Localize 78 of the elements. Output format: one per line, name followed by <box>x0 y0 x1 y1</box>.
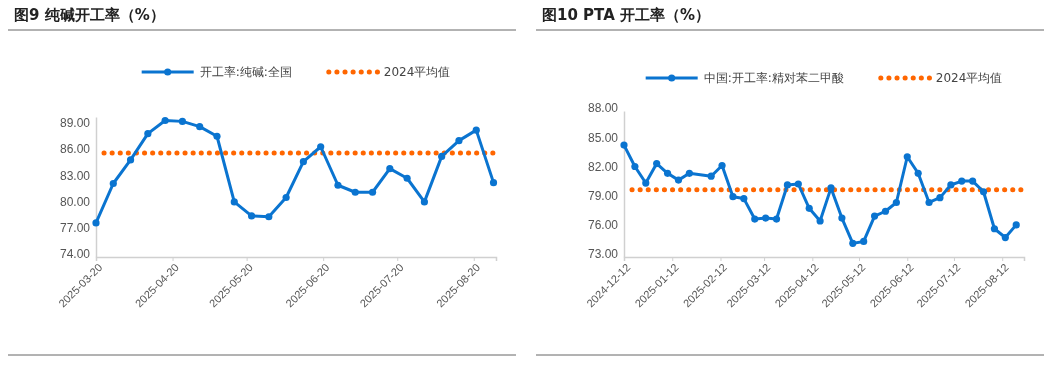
legend-label: 中国:开工率:精对苯二甲酸 <box>703 71 844 85</box>
point <box>762 214 770 222</box>
point <box>827 184 835 192</box>
y-tick-label: 85.00 <box>587 130 619 145</box>
point <box>230 198 238 206</box>
point <box>144 130 152 138</box>
point <box>161 116 169 125</box>
legend-label: 开工率:纯碱:全国 <box>199 65 292 79</box>
point <box>438 152 446 160</box>
point <box>317 143 325 151</box>
point <box>642 179 650 187</box>
point <box>265 213 273 221</box>
point <box>936 194 944 202</box>
point <box>979 188 988 196</box>
point <box>947 181 955 189</box>
point <box>663 169 672 177</box>
point <box>92 219 100 227</box>
point <box>109 179 117 188</box>
point <box>685 169 693 177</box>
point <box>892 198 900 207</box>
y-tick-label: 82.00 <box>587 159 619 174</box>
point <box>282 193 290 202</box>
point <box>718 161 726 170</box>
point <box>196 123 204 131</box>
point <box>631 162 639 171</box>
point <box>838 214 846 222</box>
point <box>299 158 308 166</box>
point <box>794 180 802 188</box>
point <box>455 137 463 145</box>
point <box>740 195 748 203</box>
point <box>420 198 428 206</box>
point <box>620 141 628 149</box>
chart-title: 图9 纯碱开工率（%） <box>14 6 165 24</box>
y-tick-label: 80.00 <box>59 194 91 209</box>
point <box>783 181 792 189</box>
y-tick-label: 73.00 <box>587 247 619 262</box>
point <box>386 165 394 173</box>
y-tick-label: 88.00 <box>587 101 619 116</box>
point <box>849 239 857 247</box>
y-tick-label: 89.00 <box>59 116 91 131</box>
point <box>247 212 256 220</box>
point <box>969 177 977 185</box>
point <box>958 177 966 185</box>
point <box>403 174 411 182</box>
point <box>178 117 187 125</box>
point <box>914 169 922 177</box>
y-tick-label: 77.00 <box>59 221 91 236</box>
y-tick-label: 79.00 <box>587 189 619 204</box>
point <box>126 156 135 164</box>
point <box>472 126 480 134</box>
point <box>653 159 661 168</box>
y-tick-label: 76.00 <box>587 218 619 233</box>
point <box>707 172 715 180</box>
legend-label: 2024平均值 <box>383 65 451 79</box>
point <box>1012 221 1020 229</box>
point <box>674 176 683 184</box>
point <box>925 198 933 207</box>
y-tick-label: 74.00 <box>59 247 91 262</box>
point <box>816 217 824 225</box>
point <box>729 193 737 201</box>
point <box>489 179 498 187</box>
chart-title: 图10 PTA 开工率（%） <box>542 6 711 24</box>
y-tick-label: 86.00 <box>59 142 91 157</box>
point <box>805 204 813 212</box>
point <box>881 207 890 215</box>
point <box>351 188 359 196</box>
point <box>870 212 879 220</box>
point <box>772 215 781 223</box>
point <box>860 237 868 246</box>
point <box>903 153 911 161</box>
legend-label: 2024平均值 <box>935 71 1003 85</box>
point <box>213 132 221 140</box>
point <box>990 225 999 233</box>
point <box>751 215 759 223</box>
point <box>334 181 342 189</box>
y-tick-label: 83.00 <box>59 168 91 183</box>
point <box>368 188 377 196</box>
point <box>1001 233 1009 242</box>
